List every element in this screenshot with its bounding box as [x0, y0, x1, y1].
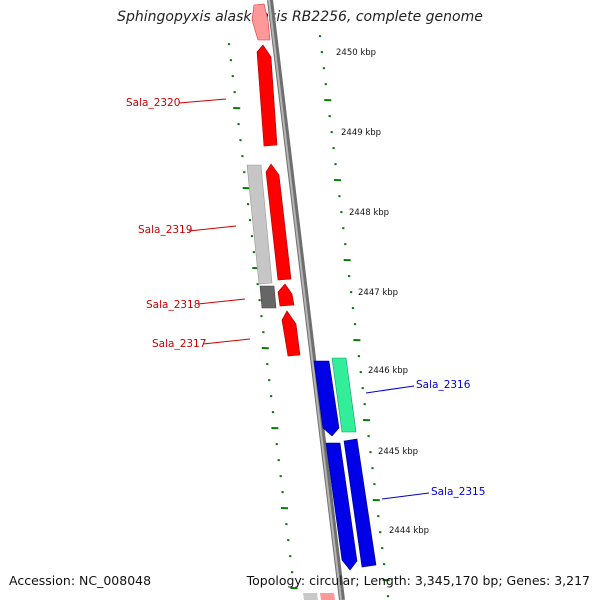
gene-arrow-sala-2315-right[interactable]	[343, 438, 377, 568]
label-leader-sala-2315	[381, 492, 430, 500]
gene-arrow-sala-2319[interactable]	[265, 163, 292, 281]
label-leader-sala-2318	[197, 298, 246, 305]
gene-block-sala-2319-light[interactable]	[246, 164, 273, 285]
label-leader-sala-2317	[202, 338, 251, 345]
kbp-tick-label: 2447 kbp	[358, 288, 398, 298]
genome-title: Sphingopyxis alaskensis RB2256, complete…	[117, 9, 483, 25]
label-leader-sala-2320	[178, 98, 227, 104]
gene-arrow-sala-2318[interactable]	[277, 283, 295, 307]
gene-arrow-sala-2320[interactable]	[256, 44, 278, 147]
gene-arrow-sala-2315-left[interactable]	[325, 442, 358, 571]
label-leader-sala-2319	[188, 225, 237, 232]
accession-text: Accession: NC_008048	[9, 573, 152, 588]
kbp-tick-label: 2450 kbp	[336, 48, 376, 58]
gene-label-sala-2315[interactable]: Sala_2315	[431, 486, 485, 498]
kbp-tick-label: 2449 kbp	[341, 128, 381, 138]
gene-label-sala-2316[interactable]: Sala_2316	[416, 379, 471, 391]
gene-arrow-sala-2317[interactable]	[281, 310, 301, 357]
gene-arrow-sala-2316-green[interactable]	[331, 357, 357, 433]
gene-label-sala-2317[interactable]: Sala_2317	[152, 338, 206, 350]
topology-text: Topology: circular; Length: 3,345,170 bp…	[246, 573, 590, 588]
gene-label-sala-2319[interactable]: Sala_2319	[138, 224, 192, 236]
kbp-tick-label: 2446 kbp	[368, 366, 408, 376]
gene-arrow-sala-2316-blue[interactable]	[313, 360, 340, 437]
kbp-tick-label: 2448 kbp	[349, 208, 389, 218]
gene-label-sala-2320[interactable]: Sala_2320	[126, 97, 180, 109]
gene-block-sala-2318-dark[interactable]	[259, 285, 277, 309]
gene-block-bottom-pink[interactable]	[320, 593, 335, 600]
genome-backbone-highlight	[268, 0, 342, 600]
left-guide-ticks	[227, 43, 298, 590]
gene-arrow-top-partial[interactable]	[251, 3, 271, 41]
label-leader-sala-2316	[365, 385, 415, 394]
gene-block-bottom-grey[interactable]	[303, 593, 318, 600]
right-guide-ticks	[318, 35, 390, 598]
kbp-tick-label: 2444 kbp	[389, 526, 429, 536]
kbp-tick-label: 2445 kbp	[378, 447, 418, 457]
gene-label-sala-2318[interactable]: Sala_2318	[146, 299, 200, 311]
